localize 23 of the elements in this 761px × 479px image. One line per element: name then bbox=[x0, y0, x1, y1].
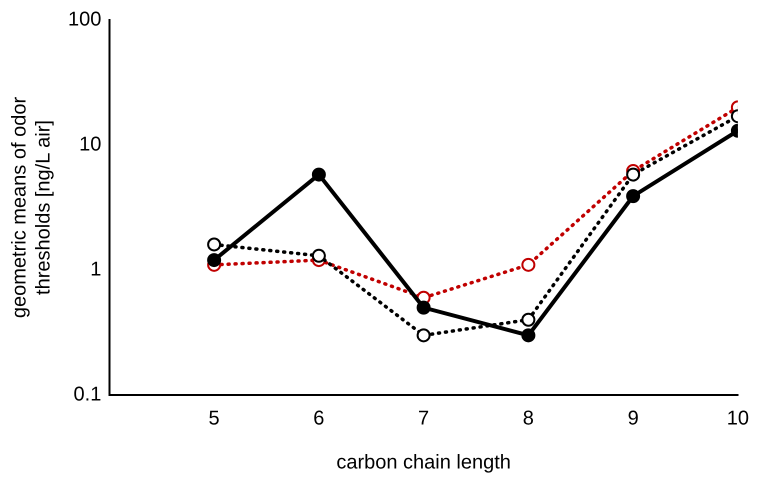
y-tick-label: 1 bbox=[90, 258, 102, 281]
x-tick-label: 7 bbox=[418, 408, 430, 430]
y-axis-title: geometric means of odor thresholds [ng/L air] bbox=[8, 96, 55, 318]
point bbox=[521, 258, 536, 272]
x-axis-title: carbon chain length bbox=[336, 452, 511, 474]
point bbox=[521, 312, 536, 327]
x-tick-label: 9 bbox=[628, 408, 639, 430]
point bbox=[207, 253, 222, 268]
point bbox=[207, 237, 222, 252]
point bbox=[416, 328, 431, 342]
point bbox=[626, 189, 640, 204]
point bbox=[416, 300, 431, 315]
x-tick-label: 5 bbox=[208, 408, 220, 430]
point bbox=[521, 328, 536, 342]
y-tick-label: 0.1 bbox=[74, 384, 102, 406]
y-tick-label: 10 bbox=[79, 134, 102, 156]
x-tick-label: 10 bbox=[726, 408, 749, 430]
point bbox=[312, 248, 326, 263]
y-tick-label: 100 bbox=[68, 8, 102, 31]
x-tick-label: 6 bbox=[313, 408, 324, 430]
x-tick-label: 8 bbox=[522, 408, 534, 430]
point bbox=[626, 168, 640, 182]
point bbox=[312, 168, 326, 182]
